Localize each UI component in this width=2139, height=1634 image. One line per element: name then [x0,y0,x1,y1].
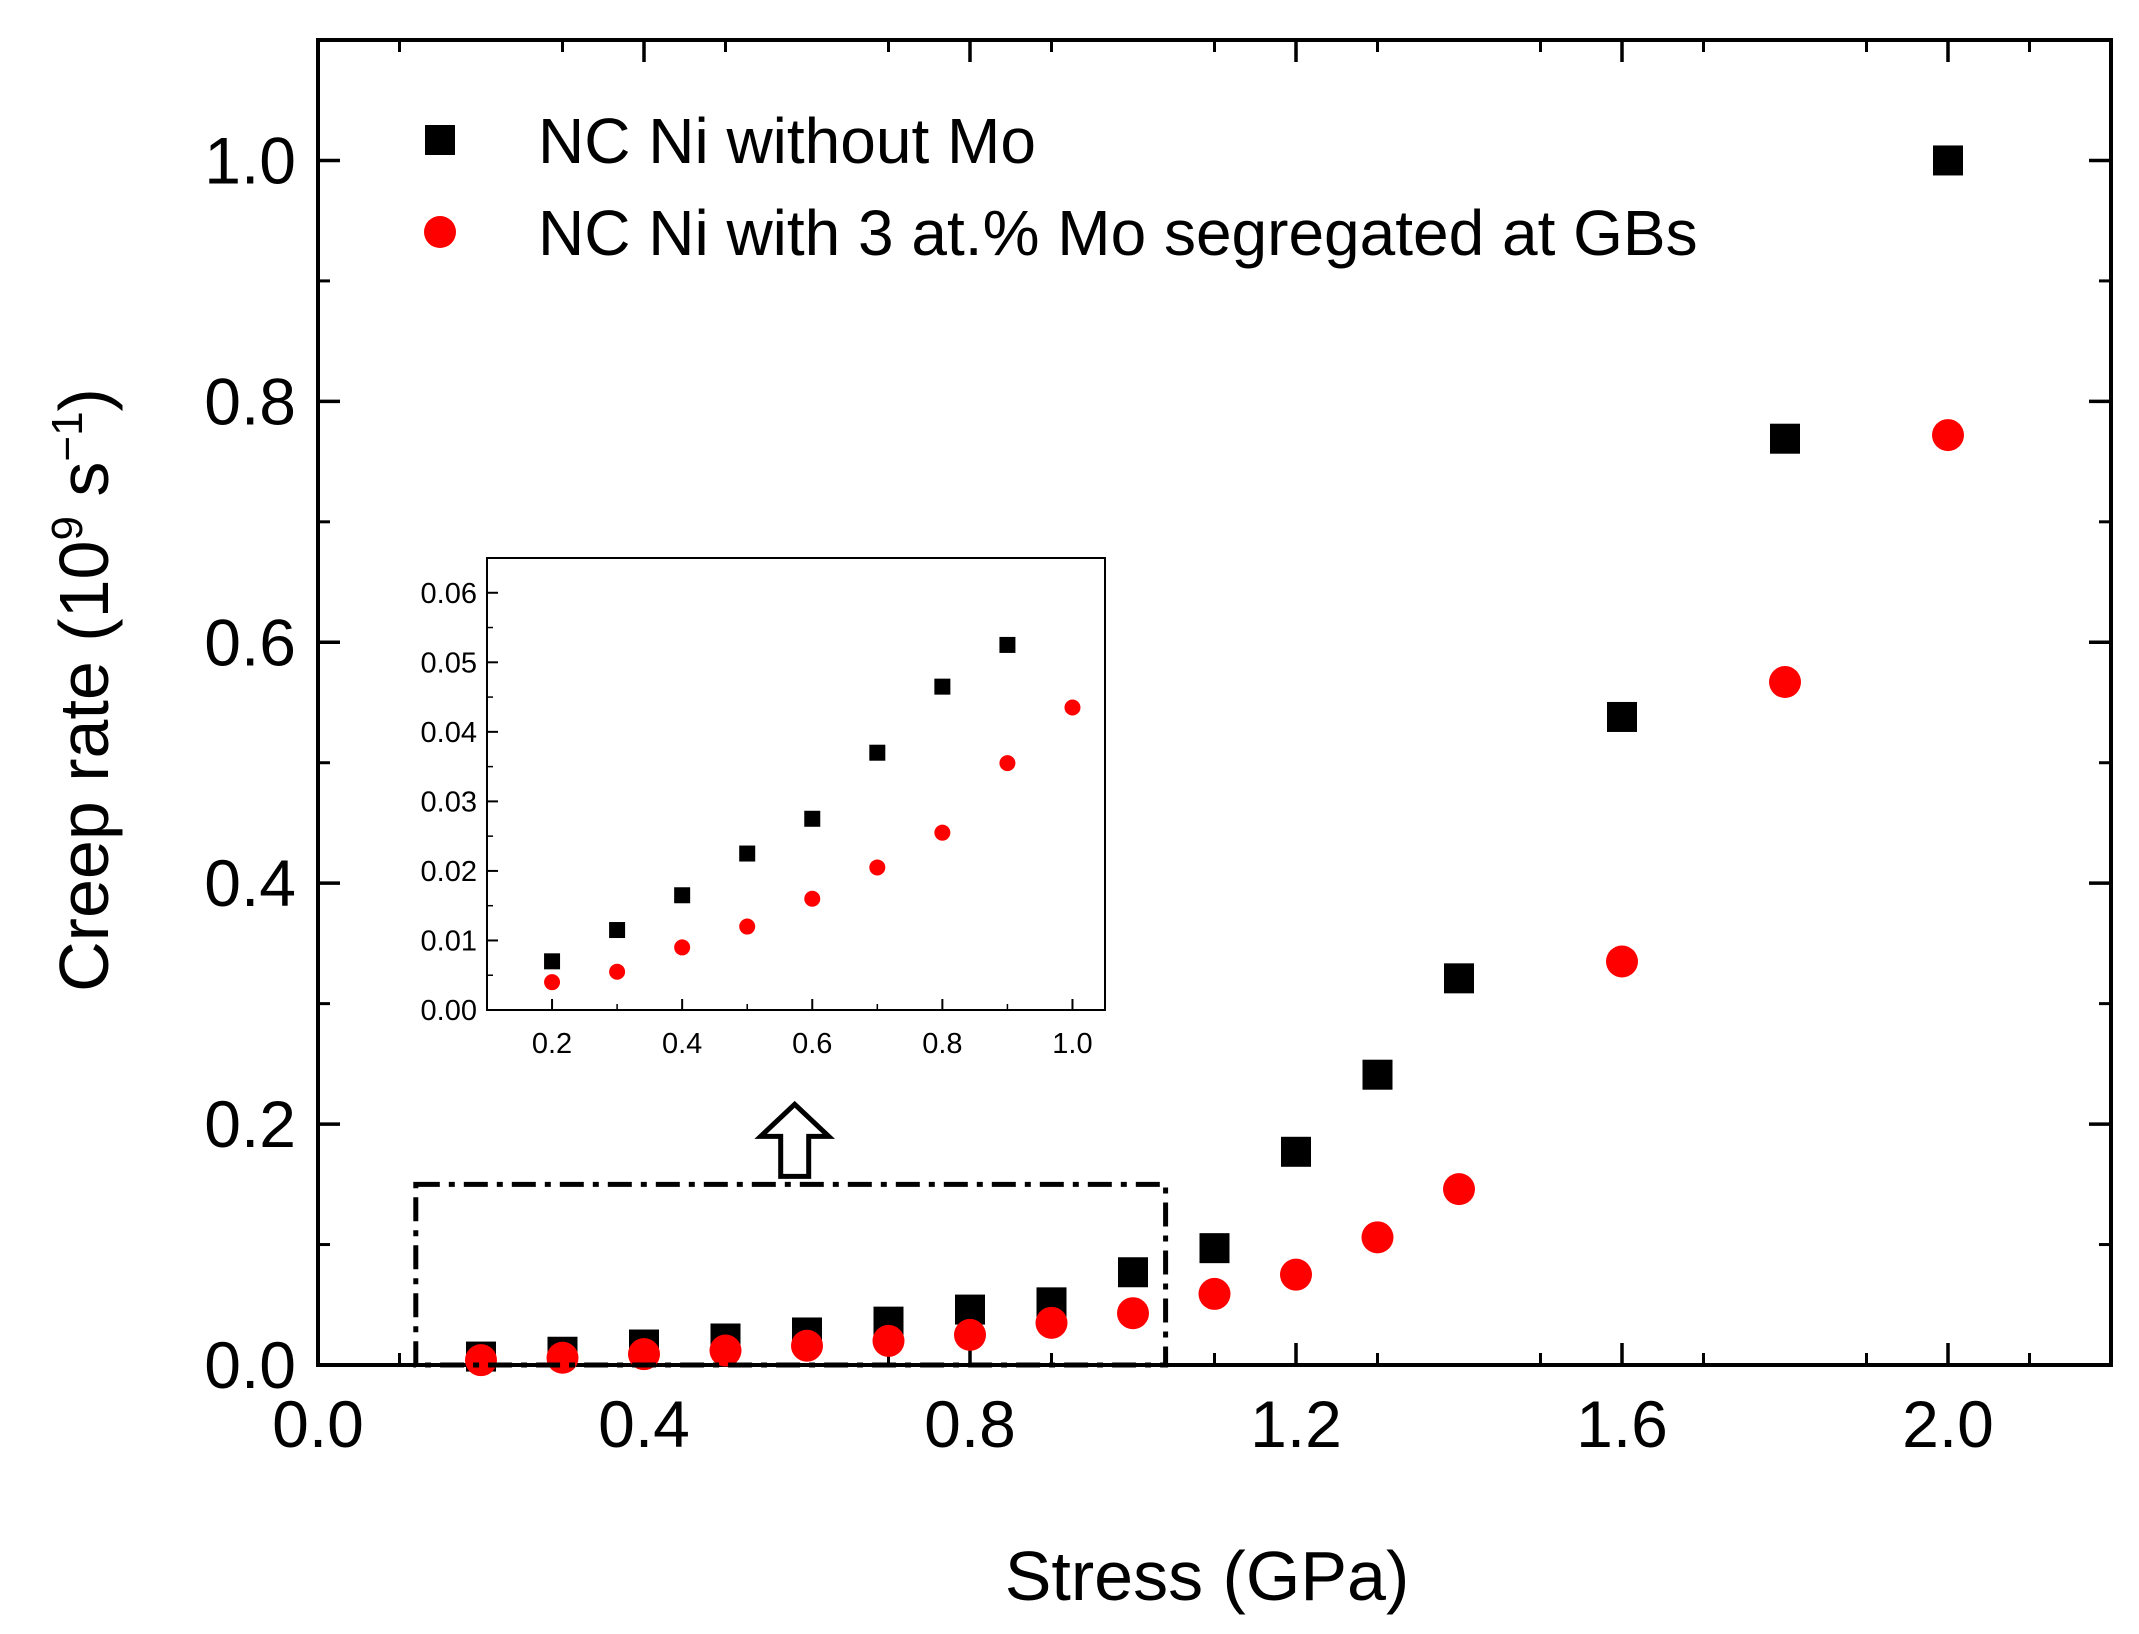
y-axis-title-mid: s [45,462,123,516]
x-tick-label: 1.6 [1576,1387,1668,1461]
square-point [1118,1257,1148,1288]
x-axis-title: Stress (GPa) [1005,1537,1410,1615]
circle-point [1361,1221,1394,1254]
y-axis-title: Creep rate (109 s−1) [43,388,123,992]
inset-y-tick-label: 0.03 [421,786,477,818]
circle-point [1769,666,1801,699]
inset-frame [486,557,1106,1011]
circle-point [1606,945,1638,978]
x-tick-label: 2.0 [1902,1387,1994,1461]
inset-square-point [869,744,886,761]
inset-circle-point [544,974,561,991]
zoom-box [413,1181,1169,1368]
inset-x-tick-label: 0.6 [792,1028,832,1060]
circle-point [954,1318,986,1351]
inset-series-without-mo [544,636,1016,970]
square-point [1281,1136,1311,1167]
inset-circle-point [999,755,1016,772]
legend-marker-circle [424,216,456,248]
square-point [1770,423,1800,454]
inset-circle-point [1064,699,1081,716]
y-tick-label: 0.6 [204,605,296,679]
circle-point [1443,1173,1475,1206]
inset-square-point [934,678,951,695]
y-tick-label: 0.4 [204,846,296,920]
square-point [1933,145,1963,176]
inset-x-tick-label: 1.0 [1052,1028,1092,1060]
x-tick-label: 0.8 [924,1387,1016,1461]
inset-circle-point [934,824,951,841]
circle-point [1117,1297,1149,1330]
inset-y-tick-label: 0.04 [421,717,477,749]
inset-series-with-mo [544,699,1081,991]
square-point [1199,1233,1230,1264]
inset-square-point [804,810,821,827]
inset-square-point [609,922,626,939]
inset-y-tick-label: 0.02 [421,856,477,888]
circle-point [546,1341,579,1374]
y-axis-title-prefix: Creep rate (10 [45,541,123,992]
circle-point [1198,1277,1231,1310]
legend-label: NC Ni without Mo [538,105,1036,177]
square-point [1444,963,1474,994]
y-tick-label: 0.2 [204,1087,296,1161]
circle-point [791,1329,823,1362]
main-plot: 0.0 0.4 0.8 1.2 1.6 2.0 0.0 0.2 0.4 0.6 0.8 1.0 [204,38,2113,1461]
inset-square-point [674,887,691,904]
inset-y-tick-label: 0.00 [421,995,477,1027]
inset-circle-point [674,939,691,956]
circle-point [628,1338,660,1371]
inset-y-tick-label: 0.06 [421,578,477,610]
inset-circle-point [609,963,626,980]
x-tick-label: 1.2 [1250,1387,1342,1461]
zoom-arrow-icon [754,1100,836,1179]
inset-square-point [739,845,756,862]
inset-y-tick-label: 0.01 [421,925,477,957]
y-tick-label: 1.0 [204,123,296,197]
y-axis-title-sup-9: 9 [43,516,92,540]
inset-y-tick-label: 0.05 [421,647,477,679]
circle-point [1932,419,1964,452]
circle-point [872,1324,905,1357]
y-tick-label: 0.8 [204,364,296,438]
inset-circle-point [739,918,756,935]
inset-x-tick-label: 0.2 [532,1028,572,1060]
axis-titles: Stress (GPa) Creep rate (109 s−1) [43,388,1409,1615]
circle-point [709,1334,742,1367]
circle-point [465,1344,497,1377]
inset-square-point [999,636,1016,653]
zoom-indicator [413,1100,1169,1368]
y-axis-title-suffix: ) [45,388,123,411]
legend: NC Ni without Mo NC Ni with 3 at.% Mo seg… [424,105,1698,269]
circle-point [1035,1306,1068,1339]
inset-circle-point [804,890,821,907]
y-axis-title-sup-neg1: −1 [43,411,92,461]
square-point [1607,701,1637,732]
inset-plot: 0.2 0.4 0.6 0.8 1.0 0.00 0.01 0.02 0.03 0.04 0.05 0… [421,557,1106,1060]
x-tick-label: 0.0 [272,1387,364,1461]
inset-circle-point [869,859,886,876]
legend-label: NC Ni with 3 at.% Mo segregated at GBs [538,197,1698,269]
circle-point [1280,1258,1312,1291]
x-tick-label: 0.4 [598,1387,690,1461]
inset-x-tick-label: 0.8 [922,1028,962,1060]
square-point [1362,1059,1393,1090]
y-tick-label: 0.0 [204,1328,296,1402]
inset-square-point [544,953,561,970]
legend-marker-square [425,125,455,155]
inset-x-tick-label: 0.4 [662,1028,702,1060]
